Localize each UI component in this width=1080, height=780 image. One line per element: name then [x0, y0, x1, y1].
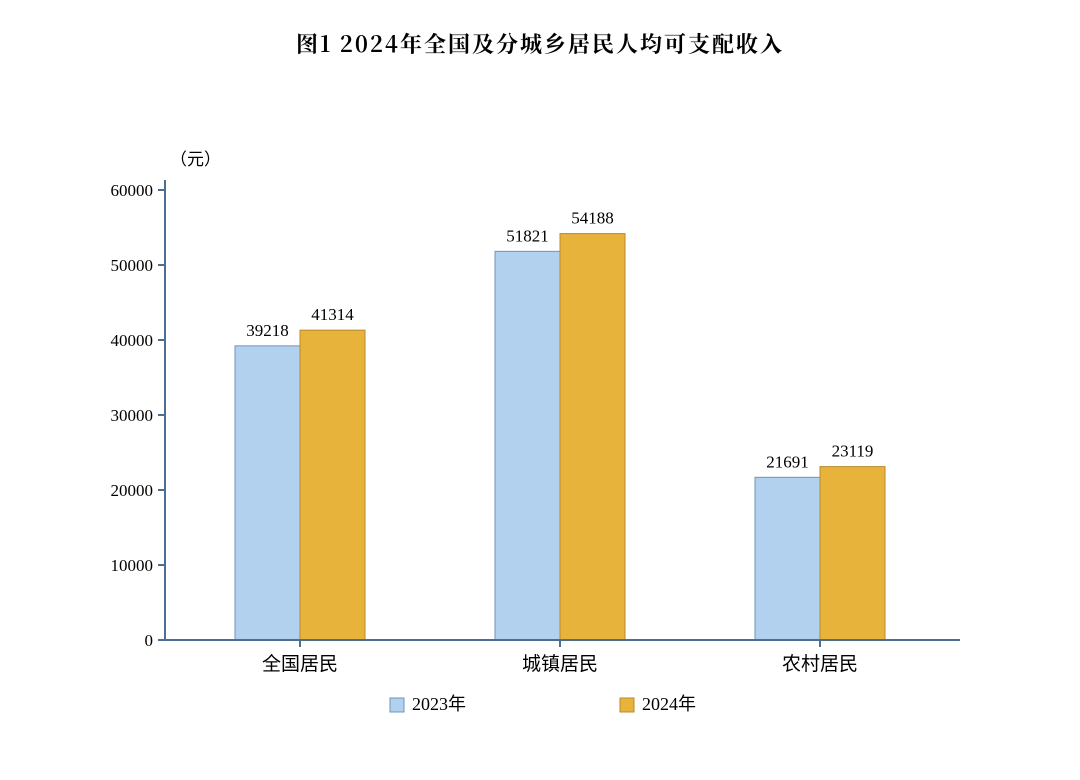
legend-label-2024: 2024年 — [642, 694, 696, 714]
bar-2024 — [560, 234, 625, 640]
y-tick-label: 10000 — [111, 556, 154, 575]
chart-svg: （元） 0 10000 20000 30000 40000 50000 60000 39218 4… — [90, 150, 990, 750]
y-tick-label: 0 — [145, 631, 154, 650]
bar-2023 — [495, 251, 560, 640]
category-label: 农村居民 — [782, 653, 858, 675]
bar-2023 — [235, 346, 300, 640]
bar-value-label: 39218 — [246, 321, 289, 340]
chart-container: （元） 0 10000 20000 30000 40000 50000 60000 39218 4… — [90, 150, 990, 750]
bar-value-label: 21691 — [766, 452, 809, 471]
bar-value-label: 41314 — [311, 305, 354, 324]
y-unit-label: （元） — [170, 150, 221, 169]
bar-value-label: 54188 — [571, 209, 614, 228]
y-tick-label: 60000 — [111, 181, 154, 200]
y-tick-label: 40000 — [111, 331, 154, 350]
bar-2024 — [300, 330, 365, 640]
bar-2023 — [755, 477, 820, 640]
bar-2024 — [820, 467, 885, 640]
y-tick-label: 20000 — [111, 481, 154, 500]
y-tick-label: 30000 — [111, 406, 154, 425]
chart-title: 图1 2024年全国及分城乡居民人均可支配收入 — [0, 28, 1080, 59]
legend-swatch-2024 — [620, 698, 634, 712]
y-tick-label: 50000 — [111, 256, 154, 275]
legend-swatch-2023 — [390, 698, 404, 712]
bar-value-label: 23119 — [832, 442, 874, 461]
bar-value-label: 51821 — [506, 226, 549, 245]
page: 图1 2024年全国及分城乡居民人均可支配收入 （元） 0 10000 20000 30… — [0, 0, 1080, 780]
category-label: 全国居民 — [262, 653, 338, 675]
category-label: 城镇居民 — [522, 653, 598, 675]
legend-label-2023: 2023年 — [412, 694, 466, 714]
